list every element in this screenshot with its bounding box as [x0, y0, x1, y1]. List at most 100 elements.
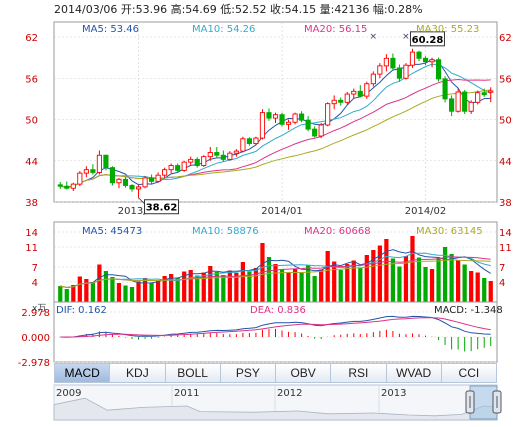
volume-bar	[338, 270, 343, 302]
candle-body	[253, 137, 259, 145]
tab-macd[interactable]: MACD	[54, 363, 111, 383]
volume-bar	[214, 272, 219, 302]
volume-bar	[482, 278, 487, 302]
candle-body	[155, 174, 161, 182]
date-tick-label: 2014/01	[261, 206, 303, 217]
price-ma-legend: MA20: 56.15	[304, 24, 367, 35]
volume-ma-legend: MA30: 63145	[416, 226, 483, 237]
volume-bar	[449, 254, 454, 302]
candle-body	[149, 177, 155, 182]
candle-body	[129, 185, 135, 190]
candle-body	[135, 186, 142, 190]
candle-body	[390, 57, 396, 69]
price-frame	[53, 21, 498, 203]
price-ma5-line	[60, 58, 491, 188]
volume-bar	[403, 256, 409, 302]
volume-bar	[227, 270, 232, 302]
candle-body	[338, 99, 344, 103]
tab-cci[interactable]: CCI	[441, 363, 497, 383]
volume-bar	[377, 245, 382, 302]
volume-bar	[84, 279, 89, 302]
tab-psy[interactable]: PSY	[220, 363, 276, 383]
candle-body	[292, 113, 298, 123]
overview-year-label: 2012	[277, 388, 302, 399]
overview-panel[interactable]: 2009 2011 2012 2013	[53, 384, 502, 421]
volume-bar	[442, 247, 448, 302]
volume-tick-label-left: 4	[32, 278, 38, 289]
candle-body	[370, 73, 376, 85]
volume-tick-label-right: 11	[499, 243, 512, 254]
candle-body	[70, 183, 76, 189]
price-tick-label-right: 62	[499, 33, 512, 44]
candle-body	[312, 128, 318, 137]
candle-body	[455, 91, 461, 112]
volume-bar	[299, 272, 304, 302]
volume-bar	[182, 271, 187, 302]
volume-bar	[123, 285, 128, 302]
tab-rsi[interactable]: RSI	[331, 363, 387, 383]
price-ma-legend: MA30: 55.23	[416, 24, 479, 35]
candle-body	[175, 165, 181, 171]
candle-body	[220, 154, 226, 160]
candle-body	[449, 98, 455, 112]
candle-body	[488, 90, 494, 93]
min-price-label: 38.62	[146, 203, 178, 214]
overview-year-label: 2011	[174, 388, 199, 399]
volume-tick-label-left: 11	[25, 243, 38, 254]
price-ma10-line	[60, 63, 491, 188]
price-tick-label-left: 44	[25, 157, 38, 168]
volume-bar	[292, 268, 298, 302]
macd-legend: DEA: 0.836	[250, 305, 306, 316]
candle-body	[377, 65, 383, 75]
candle-body	[181, 161, 187, 171]
volume-bar	[488, 281, 493, 302]
candle-body	[214, 152, 220, 156]
volume-bar	[129, 287, 135, 302]
volume-bar	[110, 277, 115, 302]
volume-bar	[266, 257, 272, 302]
date-tick-label: 2013/12	[118, 206, 160, 217]
volume-bar	[169, 274, 174, 302]
candle-body	[285, 121, 292, 125]
volume-tick-label-left: 7	[32, 263, 38, 274]
price-panel: 62 62 56 56 50 50 44 44 38 38 2013/12 2014/01 2014/0…	[25, 21, 512, 217]
overview-year-label: 2013	[381, 388, 406, 399]
volume-bar	[77, 276, 82, 302]
candle-body	[103, 154, 109, 169]
candle-body	[351, 90, 357, 95]
volume-bar	[273, 264, 278, 302]
candle-body	[83, 169, 89, 174]
volume-bar	[319, 269, 324, 302]
candle-body	[357, 90, 363, 97]
tab-wvad[interactable]: WVAD	[386, 363, 442, 383]
volume-bar	[397, 266, 402, 302]
volume-bar	[410, 236, 415, 302]
indicator-tabs: MACD KDJ BOLL PSY OBV RSI WVAD CCI	[54, 363, 497, 383]
tab-obv[interactable]: OBV	[276, 363, 332, 383]
price-tick-label-left: 62	[25, 33, 38, 44]
candle-body	[344, 93, 350, 103]
volume-bar	[162, 276, 167, 302]
macd-panel: 2.978 0.000 -2.978 DIF: 0.162 DEA: 0.836 MACD…	[18, 301, 503, 369]
price-ma-legend: MA5: 53.46	[82, 24, 139, 35]
macd-tick-label: -2.978	[18, 358, 50, 369]
candle-body	[207, 152, 213, 158]
tab-boll[interactable]: BOLL	[165, 363, 221, 383]
volume-ma-legend: MA5: 45473	[82, 226, 142, 237]
macd-legend: DIF: 0.162	[56, 305, 107, 316]
price-tick-label-right: 56	[499, 74, 512, 85]
volume-bar	[364, 255, 369, 302]
macd-dif-line	[60, 315, 491, 338]
tab-kdj[interactable]: KDJ	[110, 363, 166, 383]
macd-dea-line	[60, 317, 491, 338]
candle-body	[109, 167, 116, 184]
volume-bar	[247, 271, 252, 302]
candle-body	[299, 113, 305, 121]
volume-bar	[286, 272, 291, 302]
candle-body	[279, 114, 285, 125]
candle-body	[481, 92, 487, 96]
volume-bar	[58, 286, 63, 302]
candle-body	[364, 83, 370, 97]
price-tick-label-right: 50	[499, 116, 512, 127]
price-ma-legend: MA10: 54.26	[192, 24, 255, 35]
